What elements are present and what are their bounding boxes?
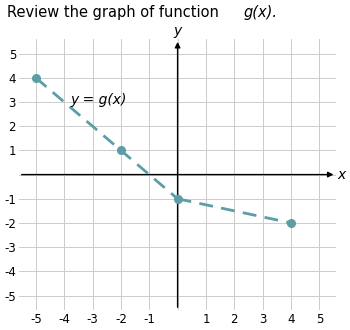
Text: x: x [338, 168, 346, 182]
Text: g(x).: g(x). [243, 5, 277, 20]
Text: Review the graph of function: Review the graph of function [7, 5, 224, 20]
Text: y: y [174, 24, 182, 38]
Text: y = g(x): y = g(x) [70, 93, 126, 107]
